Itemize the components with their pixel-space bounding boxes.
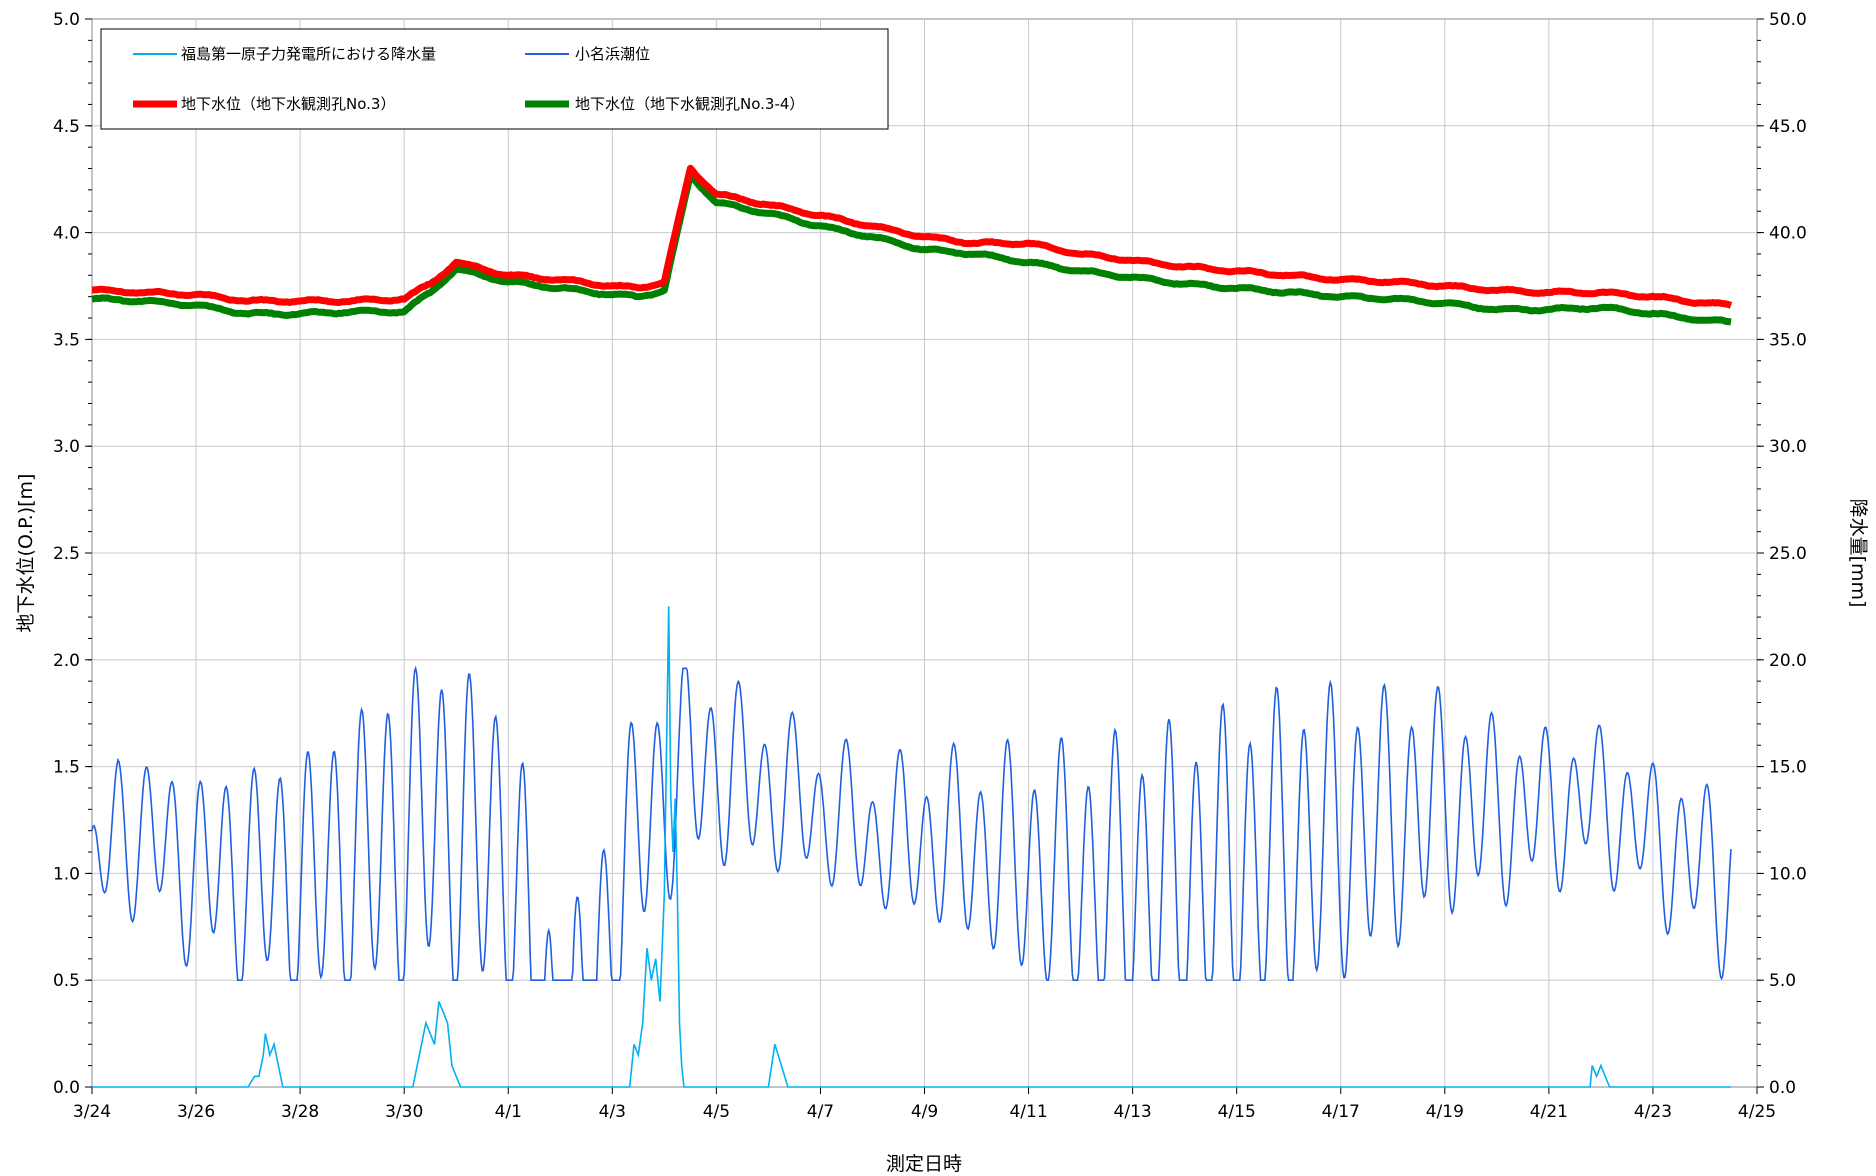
x-tick-label: 4/3 (599, 1102, 626, 1122)
x-tick-label: 3/30 (385, 1102, 423, 1122)
series-well-no3-line (91, 164, 1733, 309)
y-right-tick-label: 25.0 (1769, 544, 1807, 564)
y-left-tick-label: 2.0 (53, 651, 80, 671)
legend: 福島第一原子力発電所における降水量 小名浜潮位 地下水位（地下水観測孔No.3）… (100, 28, 889, 130)
y-right-tick-label: 50.0 (1769, 10, 1807, 30)
y-right-tick-label: 30.0 (1769, 437, 1807, 457)
legend-label-rainfall: 福島第一原子力発電所における降水量 (181, 45, 436, 63)
x-axis-title: 測定日時 (886, 1153, 962, 1175)
y-left-tick-label: 3.0 (53, 437, 80, 457)
y-right-tick-label: 40.0 (1769, 224, 1807, 244)
legend-label-well-no3: 地下水位（地下水観測孔No.3） (181, 95, 395, 113)
y-right-tick-label: 10.0 (1769, 864, 1807, 884)
x-tick-label: 4/11 (1009, 1102, 1047, 1122)
series-rainfall-line (92, 606, 1731, 1088)
y-left-tick-label: 5.0 (53, 10, 80, 30)
x-tick-label: 4/1 (495, 1102, 522, 1122)
y-left-tick-label: 1.0 (53, 864, 80, 884)
x-tick-label: 4/9 (911, 1102, 938, 1122)
y-left-tick-label: 4.5 (53, 117, 80, 137)
x-tick-label: 3/28 (281, 1102, 319, 1122)
legend-label-tide: 小名浜潮位 (575, 45, 650, 63)
y-left-tick-label: 1.5 (53, 758, 80, 778)
y-left-tick-label: 4.0 (53, 224, 80, 244)
y-right-tick-label: 5.0 (1769, 971, 1796, 991)
y-left-tick-label: 3.5 (53, 330, 80, 350)
y-left-tick-label: 2.5 (53, 544, 80, 564)
series-well-no3-4-line (91, 171, 1732, 326)
x-tick-label: 4/13 (1114, 1102, 1152, 1122)
data-series (91, 164, 1733, 1088)
x-tick-label: 4/21 (1530, 1102, 1568, 1122)
x-tick-label: 4/15 (1218, 1102, 1256, 1122)
x-tick-label: 4/5 (703, 1102, 730, 1122)
y-right-tick-label: 20.0 (1769, 651, 1807, 671)
y-right-tick-label: 35.0 (1769, 330, 1807, 350)
x-tick-label: 4/7 (807, 1102, 834, 1122)
y-left-tick-label: 0.5 (53, 971, 80, 991)
y-right-tick-label: 15.0 (1769, 758, 1807, 778)
y-right-tick-label: 0.0 (1769, 1078, 1796, 1098)
y-left-tick-label: 0.0 (53, 1078, 80, 1098)
x-tick-label: 4/17 (1322, 1102, 1360, 1122)
x-tick-label: 3/26 (177, 1102, 215, 1122)
x-tick-label: 3/24 (73, 1102, 111, 1122)
y-axis-left-title: 地下水位(O.P.)[m] (15, 474, 37, 633)
x-tick-label: 4/19 (1426, 1102, 1464, 1122)
legend-box (100, 28, 889, 130)
y-axis-right-title: 降水量[mm] (1847, 499, 1869, 608)
tick-labels: 0.0 0.5 1.0 1.5 2.0 2.5 3.0 3.5 4.0 4.5 5.0 0.0 5.0 1… (53, 10, 1807, 1122)
axis-ticks (85, 18, 1764, 1094)
legend-label-well-no3-4: 地下水位（地下水観測孔No.3-4） (575, 95, 804, 113)
x-tick-label: 4/23 (1634, 1102, 1672, 1122)
series-tide-line (91, 665, 1732, 981)
y-right-tick-label: 45.0 (1769, 117, 1807, 137)
x-tick-label: 4/25 (1738, 1102, 1776, 1122)
